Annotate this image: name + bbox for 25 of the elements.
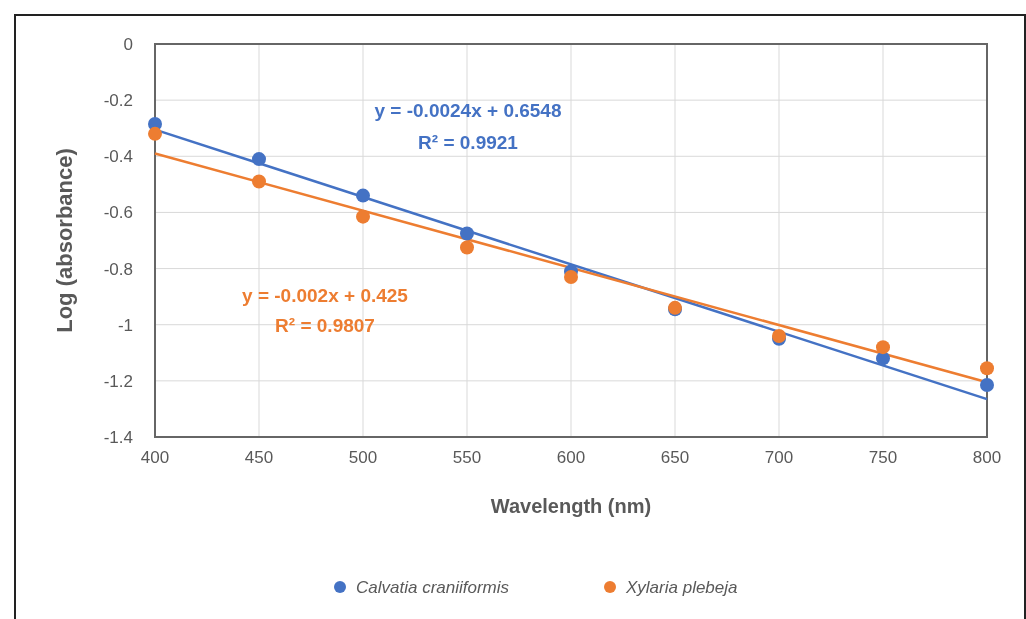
x-tick-label: 800 — [972, 448, 1002, 467]
legend-label: Xylaria plebeja — [625, 578, 738, 597]
x-tick-label: 700 — [764, 448, 794, 467]
y-tick-label: 0 — [123, 35, 133, 54]
y-tick-label: -0.6 — [103, 203, 133, 223]
annotation: R² = 0.9921 — [418, 132, 519, 153]
x-tick-label: 650 — [660, 448, 690, 467]
y-axis-title: Log (absorbance) — [52, 148, 77, 333]
y-tick-label: -1.2 — [103, 371, 133, 391]
y-tick-label: -1 — [117, 315, 133, 335]
annotation: y = -0.002x + 0.425 — [242, 285, 409, 306]
y-tick-label: -0.4 — [103, 147, 133, 167]
x-tick-label: 500 — [348, 448, 378, 467]
legend-label: Calvatia craniiformis — [356, 578, 510, 597]
y-tick-label: -0.8 — [103, 259, 133, 279]
x-tick-label: 550 — [452, 448, 482, 467]
x-tick-label: 750 — [868, 448, 898, 467]
x-tick-label: 450 — [244, 448, 274, 467]
annotation: y = -0.0024x + 0.6548 — [374, 100, 562, 121]
x-tick-label: 600 — [556, 448, 586, 467]
x-tick-label: 400 — [140, 448, 170, 467]
y-tick-label: -0.2 — [103, 91, 133, 111]
annotation: R² = 0.9807 — [275, 315, 375, 336]
x-axis-title: Wavelength (nm) — [490, 495, 652, 517]
y-tick-label: -1.4 — [103, 428, 133, 447]
